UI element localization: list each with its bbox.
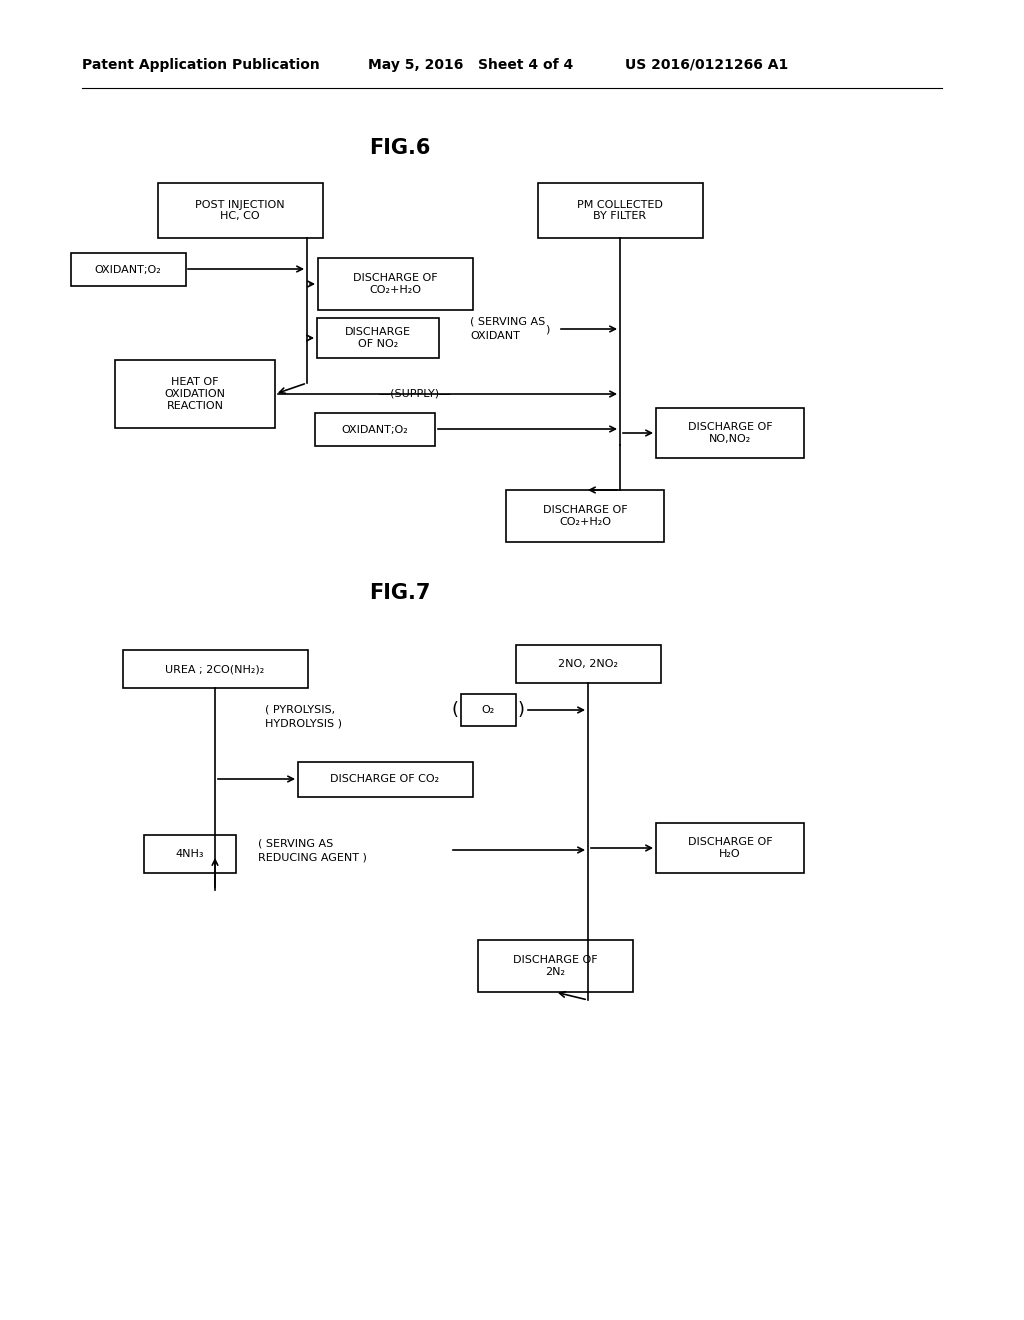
Text: DISCHARGE OF
H₂O: DISCHARGE OF H₂O [688,837,772,859]
Bar [656,408,804,458]
Bar [123,649,307,688]
Bar [158,183,323,238]
Text: ―(SUPPLY)―: ―(SUPPLY)― [379,388,451,399]
Bar [315,413,435,446]
Text: FIG.6: FIG.6 [370,139,431,158]
Text: DISCHARGE OF
CO₂+H₂O: DISCHARGE OF CO₂+H₂O [352,273,437,294]
Bar [317,318,439,358]
Text: (: ( [452,701,459,719]
Text: ( SERVING AS: ( SERVING AS [470,317,545,327]
Text: OXIDANT;O₂: OXIDANT;O₂ [94,264,162,275]
Text: DISCHARGE OF CO₂: DISCHARGE OF CO₂ [331,775,439,784]
Text: ( PYROLYSIS,: ( PYROLYSIS, [265,705,335,715]
Bar [515,645,660,682]
Bar [538,183,702,238]
Bar [506,490,664,543]
Text: FIG.7: FIG.7 [370,583,431,603]
Text: May 5, 2016   Sheet 4 of 4: May 5, 2016 Sheet 4 of 4 [368,58,573,73]
Text: OXIDANT: OXIDANT [470,331,520,341]
Bar [461,694,515,726]
Text: Patent Application Publication: Patent Application Publication [82,58,319,73]
Text: DISCHARGE OF
CO₂+H₂O: DISCHARGE OF CO₂+H₂O [543,506,628,527]
Text: US 2016/0121266 A1: US 2016/0121266 A1 [625,58,788,73]
Bar [298,762,472,797]
Text: REDUCING AGENT ): REDUCING AGENT ) [258,851,367,862]
Text: 2NO, 2NO₂: 2NO, 2NO₂ [558,659,618,669]
Bar [656,822,804,873]
Text: O₂: O₂ [481,705,495,715]
Text: DISCHARGE
OF NO₂: DISCHARGE OF NO₂ [345,327,411,348]
Text: ): ) [517,701,524,719]
Text: PM COLLECTED
BY FILTER: PM COLLECTED BY FILTER [578,199,663,222]
Bar [144,836,236,873]
Text: UREA ; 2CO(NH₂)₂: UREA ; 2CO(NH₂)₂ [165,664,264,675]
Bar [115,360,275,428]
Text: DISCHARGE OF
NO,NO₂: DISCHARGE OF NO,NO₂ [688,422,772,444]
Text: ): ) [545,323,549,334]
Bar [71,253,185,286]
Bar [477,940,633,993]
Text: 4NH₃: 4NH₃ [176,849,204,859]
Text: ( SERVING AS: ( SERVING AS [258,838,333,847]
Text: HEAT OF
OXIDATION
REACTION: HEAT OF OXIDATION REACTION [165,378,225,411]
Text: HYDROLYSIS ): HYDROLYSIS ) [265,719,342,729]
Bar [317,257,472,310]
Text: DISCHARGE OF
2N₂: DISCHARGE OF 2N₂ [513,956,597,977]
Text: OXIDANT;O₂: OXIDANT;O₂ [342,425,409,434]
Text: POST INJECTION
HC, CO: POST INJECTION HC, CO [196,199,285,222]
